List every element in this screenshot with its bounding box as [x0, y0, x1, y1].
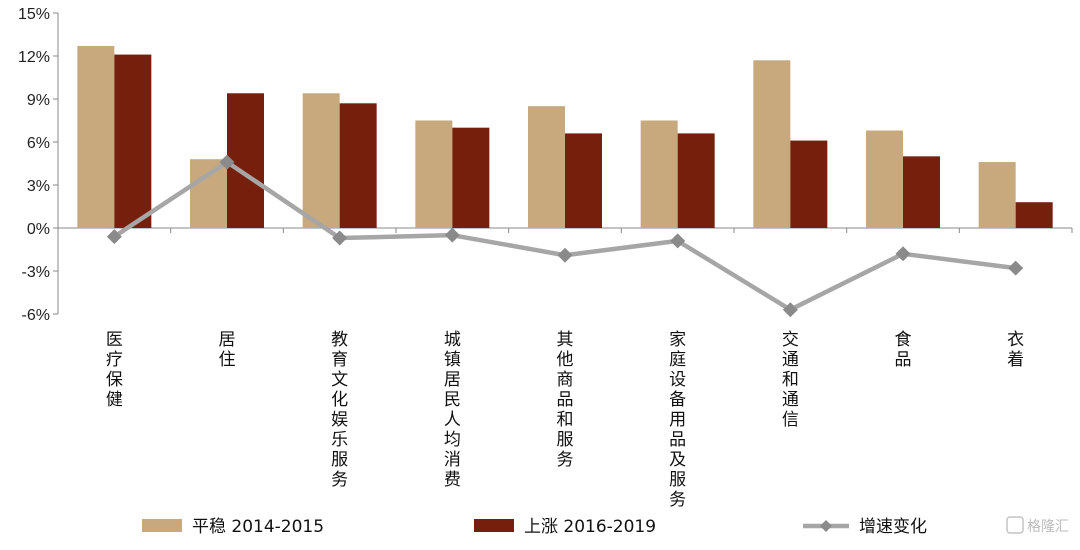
line-point-3 [332, 230, 348, 246]
y-tick-label: 12% [18, 49, 50, 66]
line-point-4 [444, 227, 460, 243]
category-label-6: 家庭设备用品及服务 [669, 330, 686, 510]
bar-rise-2 [227, 93, 264, 229]
bar-stable-1 [77, 45, 115, 228]
category-label-5: 其他商品和服务 [557, 330, 574, 470]
y-tick-label: -3% [22, 264, 50, 281]
line-point-8 [895, 246, 911, 262]
category-labels: 医疗保健 居住 教育文化娱乐服务 城镇居民人均消费 其他商品和服务 家庭设备用品及服务 交通… [106, 330, 1024, 510]
bar-stable-8 [866, 130, 903, 228]
y-tick-label: 9% [27, 92, 50, 109]
bars [77, 45, 1053, 229]
bar-stable-2 [190, 159, 227, 228]
y-tick-label: 15% [18, 6, 50, 23]
line-point-5 [557, 247, 573, 263]
watermark-text: 格隆汇 [1027, 519, 1069, 535]
line-point-6 [670, 233, 686, 249]
bar-stable-9 [978, 162, 1016, 228]
bar-rise-4 [452, 127, 490, 228]
bar-rise-5 [565, 133, 602, 228]
bar-stable-3 [302, 93, 340, 229]
category-label-3: 教育文化娱乐服务 [331, 330, 348, 490]
y-tick-label: 0% [27, 221, 50, 238]
y-tick-label: 3% [27, 178, 50, 195]
legend-label-1: 平稳 2014-2015 [192, 517, 324, 537]
category-label-8: 食品 [895, 330, 912, 370]
bar-rise-7 [790, 140, 828, 228]
legend-swatch-2 [474, 519, 514, 532]
bar-stable-4 [415, 120, 453, 228]
legend-label-2: 上涨 2016-2019 [524, 517, 656, 537]
bar-rise-6 [677, 133, 715, 228]
bar-rise-3 [339, 103, 377, 228]
category-label-9: 衣着 [1007, 330, 1024, 370]
category-label-4: 城镇居民人均消费 [444, 330, 461, 490]
y-tick-label: -6% [22, 307, 50, 324]
legend-swatch-1 [142, 519, 182, 532]
category-label-7: 交通和通信 [782, 330, 799, 430]
category-label-1: 医疗保健 [106, 330, 123, 410]
bar-stable-5 [528, 106, 565, 228]
line-point-7 [782, 302, 798, 318]
bar-rise-9 [1015, 202, 1053, 228]
bar-stable-6 [640, 120, 678, 228]
y-tick-label: 6% [27, 135, 50, 152]
legend-label-3: 增速变化 [859, 517, 927, 537]
bar-rise-1 [114, 54, 152, 228]
bar-rise-8 [903, 156, 940, 228]
line-point-2 [219, 154, 235, 170]
watermark-logo: 格隆汇 [1006, 516, 1069, 535]
watermark-icon [1006, 516, 1024, 534]
line-point-9 [1008, 260, 1024, 276]
legend: 平稳 2014-2015 上涨 2016-2019 增速变化 [142, 517, 927, 537]
line-point-1 [106, 229, 122, 245]
growth-change-line [106, 154, 1024, 318]
bar-stable-7 [753, 60, 791, 228]
legend-marker [820, 520, 832, 532]
category-label-2: 居住 [219, 330, 236, 370]
